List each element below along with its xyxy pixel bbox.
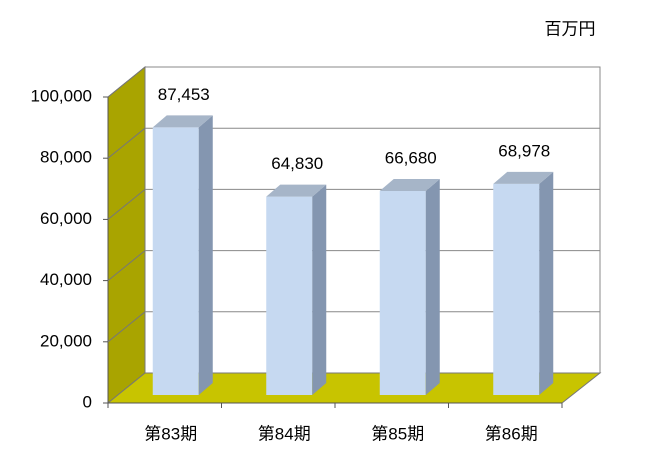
bar-top xyxy=(266,184,327,197)
x-tick-label: 第85期 xyxy=(371,424,424,443)
bar-top xyxy=(493,171,554,184)
bar xyxy=(152,127,199,395)
grid-line xyxy=(107,311,146,343)
y-tick-label: 20,000 xyxy=(40,331,92,350)
value-label: 87,453 xyxy=(158,85,210,104)
bar-side xyxy=(425,178,440,395)
y-tick-label: 60,000 xyxy=(40,209,92,228)
x-tick-label: 第84期 xyxy=(258,424,311,443)
y-tick-label: 40,000 xyxy=(40,270,92,289)
bar xyxy=(379,190,426,395)
bar-side xyxy=(312,184,327,395)
x-tick-label: 第86期 xyxy=(485,424,538,443)
bar-side xyxy=(539,171,554,395)
y-tick-label: 0 xyxy=(83,392,92,411)
y-tick-label: 100,000 xyxy=(31,86,92,105)
bar-top xyxy=(152,115,213,128)
bar-top xyxy=(379,178,440,191)
unit-label: 百万円 xyxy=(545,19,596,38)
value-label: 64,830 xyxy=(271,154,323,173)
bar-side xyxy=(198,115,213,395)
y-tick-label: 80,000 xyxy=(40,148,92,167)
value-label: 66,680 xyxy=(385,148,437,167)
side-wall xyxy=(107,65,146,405)
grid-line xyxy=(107,250,146,281)
grid-line xyxy=(107,127,146,159)
value-label: 68,978 xyxy=(498,141,550,160)
grid-line xyxy=(107,66,146,98)
bar xyxy=(493,183,540,395)
bar xyxy=(266,196,313,395)
grid-line xyxy=(107,189,146,220)
x-tick-label: 第83期 xyxy=(144,424,197,443)
